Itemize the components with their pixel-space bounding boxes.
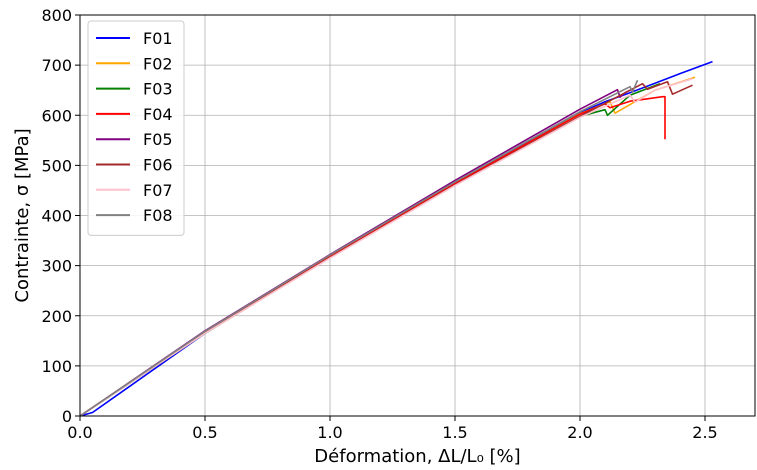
series-lines: [79, 60, 713, 417]
axis-ticks: 0.0 0.5 1.0 1.5 2.0 2.5 0 100 200 300 400 500 600 700…: [41, 6, 717, 442]
x-tick-label: 2.0: [567, 423, 592, 442]
x-tick-label: 1.0: [317, 423, 342, 442]
series-line-f08: [79, 79, 639, 417]
y-tick-label: 400: [41, 207, 72, 226]
x-axis-label: Déformation, ΔL/L₀ [%]: [314, 446, 520, 467]
y-tick-label: 600: [41, 106, 72, 125]
y-tick-label: 300: [41, 257, 72, 276]
legend-label: F07: [143, 181, 173, 200]
y-tick-label: 100: [41, 357, 72, 376]
legend-box: [87, 20, 185, 236]
legend-label: F06: [143, 156, 173, 175]
legend: F01 F02 F03 F04 F05 F06 F07 F08: [87, 20, 185, 236]
grid: [79, 14, 755, 417]
x-tick-label: 2.5: [692, 423, 717, 442]
legend-label: F02: [143, 54, 173, 73]
legend-label: F03: [143, 80, 173, 99]
legend-label: F01: [143, 29, 173, 48]
y-axis-label: Contrainte, σ [MPa]: [12, 128, 33, 302]
legend-label: F08: [143, 206, 173, 225]
legend-label: F04: [143, 105, 173, 124]
y-tick-label: 800: [41, 6, 72, 25]
legend-label: F05: [143, 130, 173, 149]
series-line-f07: [79, 77, 693, 417]
x-tick-label: 1.5: [442, 423, 467, 442]
y-tick-label: 0: [62, 407, 72, 426]
x-tick-label: 0.5: [192, 423, 217, 442]
y-tick-label: 200: [41, 307, 72, 326]
series-line-f01: [79, 60, 713, 417]
y-tick-label: 500: [41, 156, 72, 175]
y-tick-label: 700: [41, 56, 72, 75]
x-tick-label: 0.0: [67, 423, 92, 442]
